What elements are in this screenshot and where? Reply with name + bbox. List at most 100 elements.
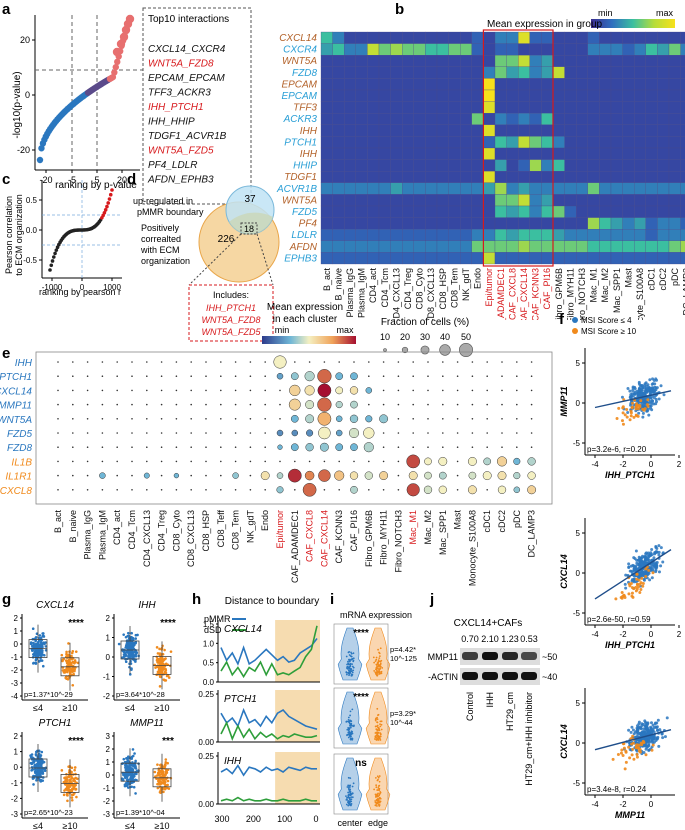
heatmap-col-label: Mac_M1 (589, 268, 599, 303)
scatter-point (644, 389, 648, 393)
heatmap-cell (668, 229, 681, 241)
size-legend-dot (383, 348, 387, 352)
scatter-point (637, 389, 641, 393)
heatmap-cell (378, 124, 391, 137)
dotplot-dot (317, 383, 332, 398)
heatmap-cell (529, 55, 542, 67)
scatter-point (631, 747, 635, 751)
violin-point (378, 792, 381, 795)
panel-c-point (108, 192, 113, 197)
boxplot-point (163, 780, 167, 784)
heatmap-row-label: EPCAM (281, 79, 317, 90)
dotplot-dot (438, 471, 447, 480)
heatmap-cell (518, 78, 530, 91)
heatmap-cell (552, 205, 565, 218)
scatter-point (659, 564, 663, 568)
heatmap-cell (425, 194, 438, 207)
dotplot-dot (234, 375, 237, 377)
boxplot-point (158, 790, 162, 794)
callout-line-right (256, 233, 274, 286)
dotplot-dot (368, 403, 370, 406)
dotplot-dot (290, 443, 299, 452)
panel-a-top-point (125, 14, 135, 24)
heatmap-cell (529, 89, 542, 102)
heatmap-cell (483, 252, 496, 265)
violin-point (376, 671, 379, 673)
boxplot-point (39, 780, 43, 783)
heatmap-cell (680, 136, 685, 149)
heatmap-cell (576, 229, 588, 241)
heatmap-cell (332, 101, 345, 114)
distance-ytick-label: 0.00 (198, 800, 214, 809)
heatmap-cell (436, 89, 449, 102)
heatmap-cell (645, 217, 658, 230)
dotplot-dot (249, 489, 252, 491)
heatmap-cell (634, 171, 646, 183)
violin-point (349, 791, 352, 793)
heatmap-cell (518, 229, 530, 241)
scatter-point (642, 750, 646, 754)
panel-c-point (110, 188, 114, 192)
dotplot-dot (412, 375, 415, 377)
violin-point (345, 720, 348, 723)
scatter-point (641, 391, 645, 395)
heatmap-cell (390, 101, 403, 114)
scatter-point (622, 593, 626, 597)
dotplot-dot (101, 489, 104, 491)
heatmap-cell (402, 101, 414, 114)
heatmap-cell (448, 55, 461, 67)
dotplot-dot (424, 457, 432, 466)
dotplot-dot (190, 375, 192, 377)
boxplot-ytick-label: -3 (103, 810, 111, 819)
dotplot-dot (205, 375, 207, 377)
boxplot-ytick-label: 1 (14, 748, 19, 757)
blot-size-label: ~50 kda (542, 652, 558, 662)
dotplot-dot (363, 427, 375, 439)
dot-legend-max: max (336, 325, 354, 335)
scatter-point (655, 400, 659, 404)
blot-quant: 0.70 (461, 634, 479, 644)
heatmap-cell (529, 171, 542, 183)
heatmap-cell (610, 205, 623, 218)
dotplot-dot (486, 361, 489, 363)
violin-point (348, 663, 350, 666)
boxplot-ytick-label: -2 (103, 692, 111, 701)
scatter-point (635, 561, 639, 565)
venn-blue-label-2: pMMR boundary (137, 207, 204, 217)
violin-point (379, 667, 382, 670)
dotplot-dot (264, 403, 267, 406)
includes-box (188, 284, 274, 342)
boxplot-point (131, 777, 134, 781)
boxplot-point (163, 648, 166, 652)
dotplot-col-label: CD8_CXCL13 (186, 510, 196, 567)
violin-point (351, 796, 354, 799)
boxplot-point (164, 770, 168, 774)
heatmap-cell (413, 240, 426, 253)
dotplot-col-label: Mac_SPP1 (438, 510, 448, 555)
dotplot-col-label: Mast (453, 510, 463, 530)
size-legend-value: 20 (400, 332, 410, 342)
heatmap-cell (355, 147, 368, 160)
heatmap-cell (599, 89, 612, 102)
heatmap-cell (541, 171, 554, 183)
dotplot-dot (249, 446, 252, 448)
heatmap-cell (436, 147, 449, 160)
dotplot-dot (131, 432, 133, 434)
dotplot-dot (131, 446, 133, 448)
boxplot-point (155, 659, 159, 662)
dotplot-col-label: NK_gdT (245, 510, 255, 544)
heatmap-cell (564, 240, 577, 253)
dotplot-dot (305, 443, 314, 452)
heatmap-cell (645, 136, 658, 149)
dotplot-dot (220, 432, 222, 434)
boxplot-point (34, 661, 38, 665)
boxplot-point (166, 786, 169, 790)
boxplot-point (128, 652, 132, 656)
scatter-xtick-label: -2 (619, 630, 627, 639)
dotplot-dot (350, 443, 358, 452)
heatmap-cell (460, 113, 472, 125)
scatter-point (628, 389, 632, 393)
heatmap-cell (576, 101, 588, 114)
boxplot-group-label: ≤4 (33, 821, 43, 830)
